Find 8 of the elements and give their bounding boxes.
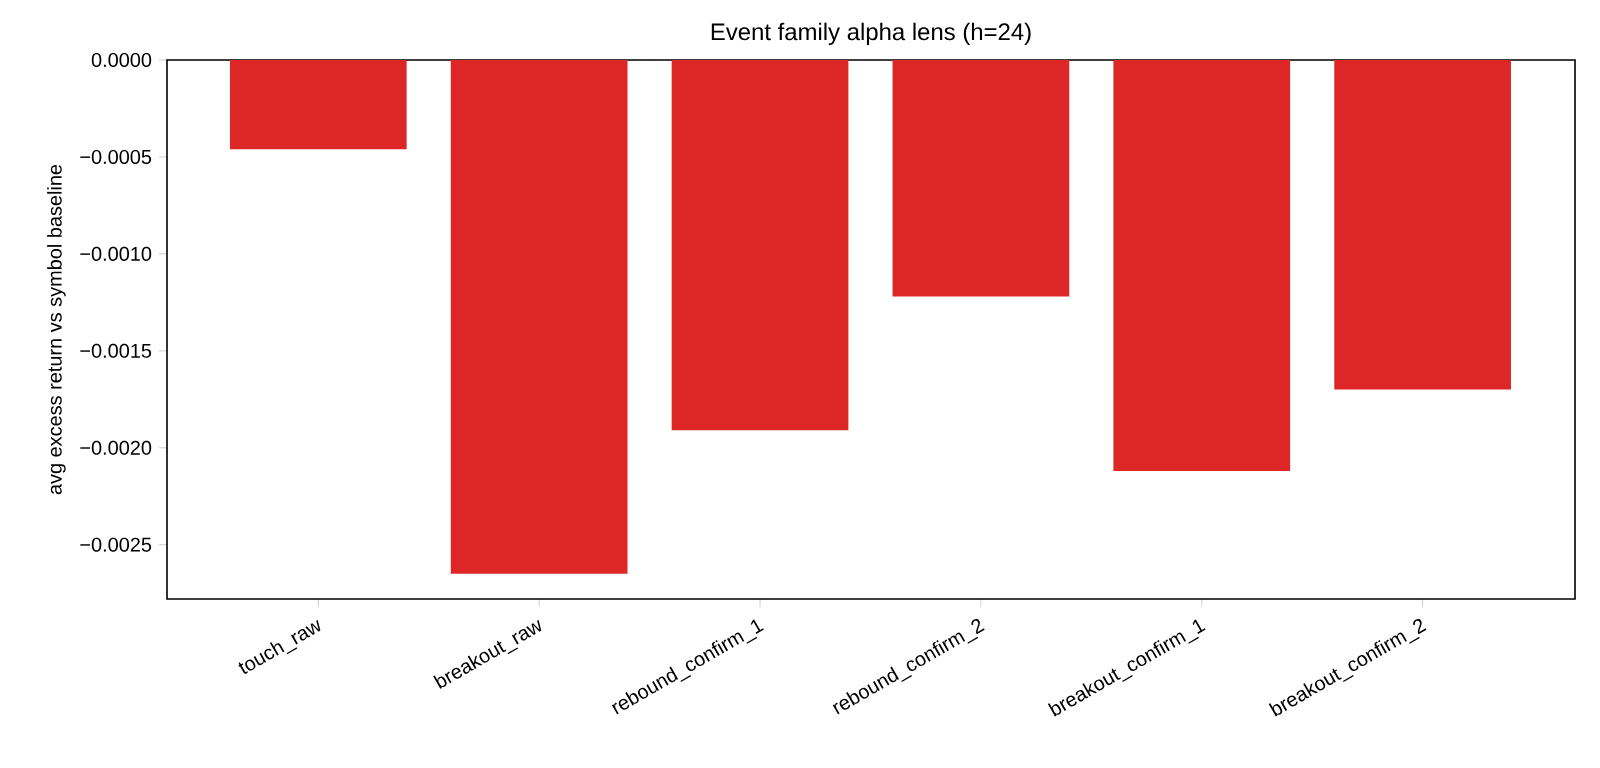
y-axis-title: avg excess return vs symbol baseline [47, 164, 66, 495]
chart-title: Event family alpha lens (h=24) [711, 22, 1031, 46]
y-tick-label: 0.0000 [91, 52, 152, 68]
y-tick-label: −0.0025 [80, 537, 152, 552]
y-tick-label: −0.0020 [80, 440, 152, 455]
y-tick-label: −0.0015 [80, 343, 152, 358]
y-tick-label: −0.0005 [80, 149, 152, 164]
y-tick-label: −0.0010 [80, 246, 152, 261]
